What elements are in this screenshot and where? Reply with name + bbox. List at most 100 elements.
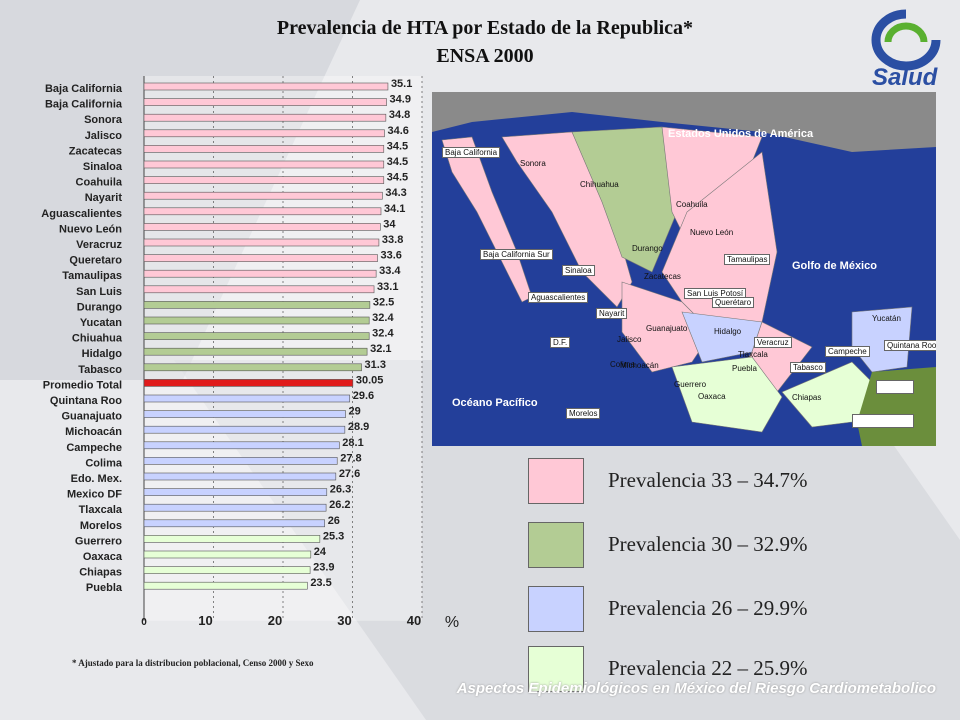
- x-tick-label: 0: [141, 617, 147, 628]
- category-label: San Luis: [76, 286, 122, 298]
- bar: [143, 535, 321, 543]
- bar: [143, 581, 308, 590]
- x-tick-label: 20: [268, 613, 282, 628]
- category-label: Tabasco: [78, 364, 122, 376]
- footer-text: Aspectos Epidemiológicos en México del R…: [456, 680, 936, 697]
- category-label: Yucatan: [80, 317, 122, 329]
- bar: [143, 98, 387, 106]
- bar: [143, 410, 346, 418]
- data-label: 29: [349, 406, 361, 418]
- title-line-1: Prevalencia de HTA por Estado de la Repu…: [276, 17, 694, 39]
- data-label: 33.8: [382, 234, 403, 246]
- data-label: 31.3: [365, 359, 386, 371]
- bar: [143, 519, 325, 528]
- map-label: Hidalgo: [714, 327, 742, 336]
- bar: [143, 316, 370, 325]
- legend-label: Prevalencia 30 – 32.9%: [608, 532, 808, 556]
- category-label: Sinaloa: [83, 161, 123, 173]
- category-label: Promedio Total: [43, 379, 122, 391]
- map-label: Campeche: [825, 346, 870, 357]
- map-label: Sonora: [520, 159, 546, 168]
- bar: [143, 379, 354, 387]
- category-label: Michoacán: [65, 426, 122, 438]
- bar: [143, 160, 385, 169]
- map-label: Aguascalientes: [528, 292, 589, 303]
- bar: [143, 488, 328, 496]
- map-label: Oaxaca: [698, 392, 726, 401]
- legend-label: Prevalencia 33 – 34.7%: [608, 468, 808, 492]
- category-label: Nayarit: [85, 192, 123, 204]
- bar-chart: 35.1 Baja California 34.9 Baja California 34…: [41, 76, 459, 631]
- map-label: Coahuila: [676, 200, 708, 209]
- data-label: 28.9: [348, 421, 369, 433]
- category-label: Edo. Mex.: [71, 473, 122, 485]
- legend-swatch: [528, 586, 584, 632]
- data-label: 34.1: [384, 203, 405, 215]
- bar: [143, 301, 371, 309]
- bar: [143, 269, 377, 278]
- bar: [143, 425, 346, 434]
- category-label: Veracruz: [76, 239, 122, 251]
- bar: [143, 332, 370, 340]
- jalisco-shape: [621, 281, 713, 373]
- bar: [143, 191, 383, 200]
- data-label: 26.3: [330, 484, 351, 496]
- category-label: Durango: [77, 301, 123, 313]
- map-label: Tamaulipas: [724, 254, 771, 265]
- bar: [143, 363, 362, 372]
- data-label: 23.5: [310, 577, 331, 589]
- data-label: 33.6: [381, 250, 402, 262]
- map-label: Durango: [632, 244, 663, 253]
- legend-swatch: [528, 646, 584, 692]
- map-label: Zacatecas: [644, 272, 681, 281]
- bar: [143, 82, 389, 91]
- slide-title: Prevalencia de HTA por Estado de la Repu…: [140, 14, 830, 70]
- category-label: Tamaulipas: [62, 270, 122, 282]
- bar: [143, 238, 380, 247]
- category-label: Tlaxcala: [79, 504, 123, 516]
- category-label: Hidalgo: [82, 348, 123, 360]
- bar: [143, 254, 378, 262]
- category-label: Morelos: [80, 520, 122, 532]
- bar: [143, 113, 387, 122]
- bar: [143, 207, 382, 216]
- map-label: Veracruz: [754, 337, 792, 348]
- x-tick-label: 30: [337, 613, 351, 628]
- map-label: Guanajuato: [646, 324, 688, 333]
- bar: [143, 176, 385, 184]
- map-label: Michoacán: [620, 361, 659, 370]
- bar: [143, 347, 368, 356]
- data-label: 28.1: [342, 437, 363, 449]
- category-label: Nuevo León: [59, 223, 122, 235]
- category-label: Jalisco: [85, 130, 123, 142]
- data-label: 35.1: [391, 78, 412, 90]
- category-label: Guerrero: [75, 535, 122, 547]
- map-label: Colima: [610, 360, 635, 369]
- legend-swatch: [528, 458, 584, 504]
- data-label: 29.6: [353, 390, 374, 402]
- title-line-2: ENSA 2000: [436, 45, 534, 67]
- map-label: Tabasco: [790, 362, 826, 373]
- category-label: Mexico DF: [67, 489, 122, 501]
- map-label: Baja California Sur: [480, 249, 553, 260]
- legend-swatch: [528, 522, 584, 568]
- data-label: 34.3: [385, 187, 406, 199]
- category-label: Queretaro: [69, 255, 122, 267]
- data-label: 25.3: [323, 530, 344, 542]
- legend-label: Prevalencia 22 – 25.9%: [608, 656, 808, 680]
- bar: [143, 129, 385, 138]
- bar: [143, 394, 351, 403]
- data-label: 24: [314, 546, 327, 558]
- legend-label: Prevalencia 26 – 29.9%: [608, 596, 808, 620]
- bar: [143, 457, 338, 465]
- south-shape: [671, 356, 783, 433]
- data-label: 27.6: [339, 468, 360, 480]
- category-label: Chiapas: [79, 567, 122, 579]
- data-label: 32.4: [372, 328, 394, 340]
- map-label: Guerrero: [674, 380, 707, 389]
- usa-landmass: [432, 92, 936, 152]
- data-label: 32.1: [370, 343, 391, 355]
- map-label: Belice: [876, 380, 915, 394]
- category-label: Quintana Roo: [50, 395, 122, 407]
- map-label: Sinaloa: [562, 265, 595, 276]
